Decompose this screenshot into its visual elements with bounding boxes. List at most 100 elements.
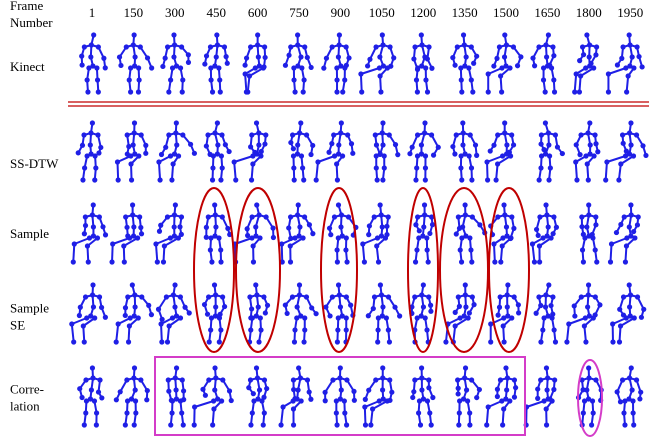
skeleton [358,32,396,94]
joint [212,282,217,287]
joint [248,377,253,382]
joint [133,387,138,392]
joint [460,120,465,125]
joint [219,153,224,158]
joint [591,153,596,158]
joint [419,387,424,392]
joint [413,177,418,182]
joint [639,315,644,320]
joint [89,42,94,47]
bone [318,156,335,162]
joint [509,315,514,320]
joint [535,386,540,391]
joint [415,89,420,94]
joint [566,321,571,326]
joint [305,377,310,382]
joint [377,65,382,70]
joint [126,144,131,149]
joint [630,54,635,59]
joint [264,386,269,391]
joint [453,310,458,315]
bone [161,324,162,342]
joint [387,377,392,382]
skeleton [573,120,600,182]
joint [415,214,420,219]
joint [218,259,223,264]
joint [462,42,467,47]
joint [424,327,429,332]
joint [160,317,165,322]
joint [459,259,464,264]
joint [132,120,137,125]
joint [128,315,133,320]
joint [115,159,120,164]
joint [504,224,509,229]
joint [635,222,640,227]
joint [139,294,144,299]
joint [594,259,599,264]
joint [627,224,632,229]
joint [206,377,211,382]
joint [500,422,505,427]
joint [118,63,123,68]
frame-number: 1650 [534,5,560,20]
joint [459,153,464,158]
joint [244,55,249,60]
joint [498,377,503,382]
joint [291,377,296,382]
joint [616,177,621,182]
joint [292,177,297,182]
joint [358,71,363,76]
joint [99,305,104,310]
joint [631,422,636,427]
joint [80,62,85,67]
bone [606,162,607,180]
joint [615,62,620,67]
joint [166,89,171,94]
joint [540,235,545,240]
joint [245,233,250,238]
joint [465,398,470,403]
joint [91,202,96,207]
joint [136,89,141,94]
joint [132,422,137,427]
joint [344,44,349,49]
joint [549,315,554,320]
joint [546,142,551,147]
joint [292,89,297,94]
skeleton [115,120,149,182]
joint [132,54,137,59]
frame-number: 600 [248,5,268,20]
joint [213,304,218,309]
bone [487,162,488,180]
joint [224,54,229,59]
joint [467,310,472,315]
joint [90,375,95,380]
joint [251,398,256,403]
joint [217,339,222,344]
joint [251,391,256,396]
joint [588,142,593,147]
joint [344,235,349,240]
joint [501,202,506,207]
row-label: Corre- [10,381,44,396]
joint [584,224,589,229]
joint [125,398,130,403]
joint [89,387,94,392]
joint [286,225,291,230]
joint [380,177,385,182]
joint [534,311,539,316]
row-label: SE [10,317,25,332]
joint [580,387,585,392]
joint [256,304,261,309]
joint [327,313,332,318]
joint [627,42,632,47]
joint [292,327,297,332]
joint [606,89,611,94]
joint [450,144,455,149]
frame-number: 150 [124,5,144,20]
joint [81,323,86,328]
joint [454,132,459,137]
joint [574,177,579,182]
joint [586,177,591,182]
